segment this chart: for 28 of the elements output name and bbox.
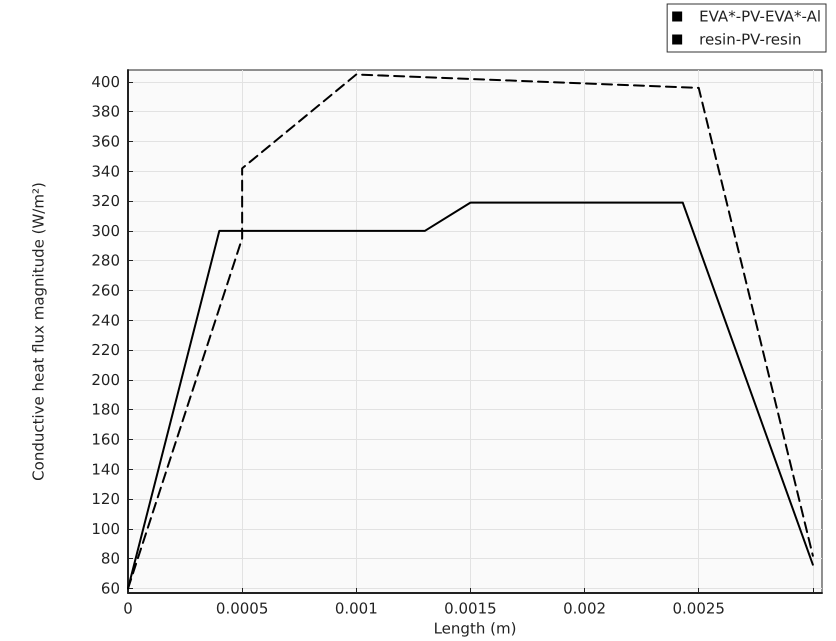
- y-tick-label: 160: [91, 430, 120, 449]
- y-tick-label: 260: [91, 282, 120, 300]
- x-tick-label: 0: [123, 600, 133, 618]
- legend-label: EVA*-PV-EVA*-Al: [699, 8, 822, 26]
- legend-label: resin-PV-resin: [699, 30, 802, 48]
- y-tick-label: 200: [91, 370, 120, 389]
- x-axis-title: Length (m): [434, 619, 516, 638]
- y-tick-label: 220: [91, 341, 120, 360]
- y-tick-label: 300: [91, 222, 120, 240]
- x-tick-label: 0.001: [334, 600, 378, 618]
- x-tick-label: 0.0025: [672, 600, 725, 618]
- y-tick-label: 380: [91, 102, 120, 121]
- y-tick-label: 320: [91, 192, 120, 210]
- y-tick-label: 100: [91, 520, 120, 538]
- y-tick-label: 340: [91, 162, 120, 180]
- y-tick-label: 240: [91, 311, 120, 330]
- x-tick-label: 0.002: [563, 600, 606, 618]
- y-tick-label: 400: [91, 72, 120, 91]
- y-tick-label: 280: [91, 252, 120, 270]
- y-tick-label: 360: [91, 132, 120, 151]
- x-tick-label: 0.0005: [216, 600, 268, 618]
- y-tick-label: 140: [91, 460, 120, 478]
- x-tick-label: 0.0015: [444, 600, 497, 618]
- y-tick-label: 180: [91, 400, 120, 419]
- y-tick-label: 80: [100, 550, 120, 568]
- y-axis-title: Conductive heat flux magnitude (W/m²): [30, 182, 48, 481]
- y-tick-label: 120: [91, 490, 120, 508]
- y-tick-label: 60: [100, 580, 120, 598]
